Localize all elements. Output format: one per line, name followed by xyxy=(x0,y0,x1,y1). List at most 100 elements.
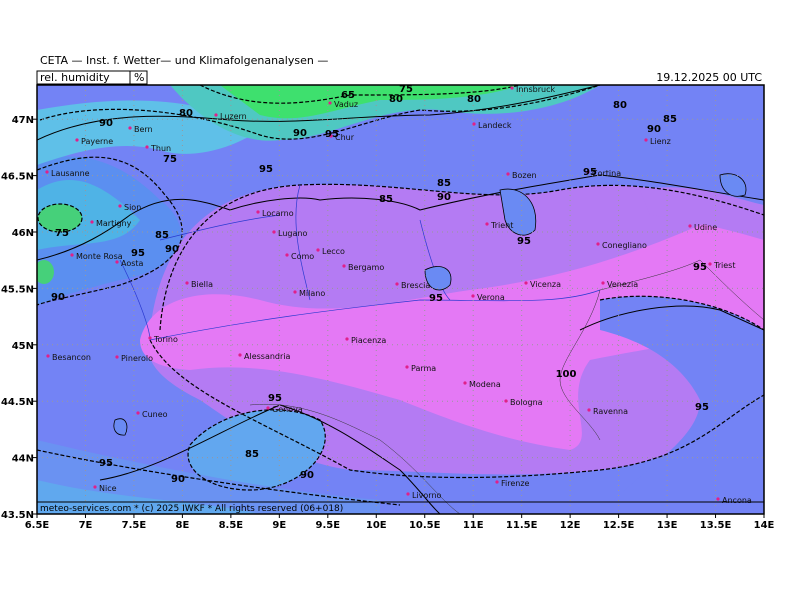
city-label: Monte Rosa xyxy=(76,252,123,261)
city-dot xyxy=(214,113,218,117)
contour-label: 95 xyxy=(695,402,709,413)
city-label: Lecco xyxy=(322,247,345,256)
city-label: Biella xyxy=(191,280,213,289)
city-label: Milano xyxy=(299,289,325,298)
city-dot xyxy=(716,497,720,501)
city-label: Bergamo xyxy=(348,263,384,272)
city-label: Alessandria xyxy=(244,352,291,361)
city-dot xyxy=(46,354,50,358)
field-box xyxy=(36,70,148,85)
city-dot xyxy=(328,101,332,105)
city-label: Torino xyxy=(153,335,178,344)
y-tick-label: 45N xyxy=(12,341,34,352)
city-label: Thun xyxy=(150,144,171,153)
y-tick-label: 45.5N xyxy=(1,284,34,295)
x-tick-label: 14E xyxy=(754,520,775,531)
unit-label: % xyxy=(134,71,144,84)
x-tick-label: 13E xyxy=(657,520,678,531)
city-dot xyxy=(136,411,140,415)
city-label: Firenze xyxy=(501,479,530,488)
city-dot xyxy=(256,210,260,214)
contour-label: 85 xyxy=(155,230,169,241)
city-label: Landeck xyxy=(478,121,512,130)
x-tick-label: 11.5E xyxy=(506,520,538,531)
contour-label: 95 xyxy=(517,236,531,247)
x-tick-label: 9E xyxy=(272,520,286,531)
contour-label: 75 xyxy=(55,228,69,239)
city-dot xyxy=(185,281,189,285)
city-dot xyxy=(238,353,242,357)
x-tick-label: 10E xyxy=(366,520,387,531)
city-dot xyxy=(688,224,692,228)
city-dot xyxy=(45,170,49,174)
city-label: Parma xyxy=(411,364,436,373)
city-dot xyxy=(463,381,467,385)
city-label: Triest xyxy=(713,261,735,270)
city-label: Pinerolo xyxy=(121,354,153,363)
city-dot xyxy=(495,480,499,484)
city-label: Bologna xyxy=(510,398,543,407)
city-label: Bern xyxy=(134,125,153,134)
y-tick-label: 47N xyxy=(12,115,34,126)
x-tick-label: 10.5E xyxy=(409,520,441,531)
y-tick-label: 44N xyxy=(12,454,34,465)
city-label: Lausanne xyxy=(51,169,90,178)
city-dot xyxy=(293,290,297,294)
city-label: Brescia xyxy=(401,281,430,290)
contour-label: 100 xyxy=(556,369,577,380)
city-label: Cortina xyxy=(592,169,621,178)
contour-label: 85 xyxy=(379,194,393,205)
contour-label: 90 xyxy=(51,292,65,303)
city-label: Sion xyxy=(124,203,141,212)
city-dot xyxy=(596,242,600,246)
city-label: Ancona xyxy=(722,496,752,505)
city-label: Innsbruck xyxy=(516,85,556,94)
city-dot xyxy=(285,253,289,257)
city-label: Lienz xyxy=(650,137,671,146)
city-dot xyxy=(601,281,605,285)
contour-label: 90 xyxy=(300,470,314,481)
contour-label: 90 xyxy=(293,128,307,139)
contour-label: 90 xyxy=(171,474,185,485)
x-tick-label: 11E xyxy=(463,520,484,531)
city-dot xyxy=(471,294,475,298)
x-tick-label: 7.5E xyxy=(122,520,147,531)
contour-label: 95 xyxy=(268,393,282,404)
city-dot xyxy=(128,126,132,130)
x-tick-label: 12.5E xyxy=(603,520,635,531)
contour-label: 80 xyxy=(613,100,627,111)
city-label: Aosta xyxy=(121,259,144,268)
city-dot xyxy=(90,220,94,224)
city-dot xyxy=(506,172,510,176)
contour-label: 85 xyxy=(437,178,451,189)
city-dot xyxy=(316,248,320,252)
city-label: Conegliano xyxy=(602,241,647,250)
city-dot xyxy=(510,86,514,90)
contour-label: 80 xyxy=(467,94,481,105)
contour-label: 75 xyxy=(399,84,413,95)
city-label: Piacenza xyxy=(351,336,386,345)
contour-label: 95 xyxy=(693,262,707,273)
contour-label: 90 xyxy=(99,118,113,129)
contour-label: 95 xyxy=(429,293,443,304)
city-dot xyxy=(145,145,149,149)
field-label: rel. humidity xyxy=(40,71,110,84)
city-dot xyxy=(115,355,119,359)
header-title: CETA — Inst. f. Wetter— und Klimafolgena… xyxy=(40,54,328,67)
frame xyxy=(36,84,765,515)
contour-label: 95 xyxy=(325,129,339,140)
contour-label: 90 xyxy=(437,192,451,203)
city-dot xyxy=(329,134,333,138)
x-tick-label: 12E xyxy=(560,520,581,531)
city-label: Payerne xyxy=(81,137,113,146)
city-dot xyxy=(70,253,74,257)
footer: meteo-services.com * (c) 2025 IWKF * All… xyxy=(40,504,343,514)
labels: 6.5E 7E 7.5E 8E 8.5E 9E 9.5E 10E 10.5E 11E 11.5E 12… xyxy=(1,84,775,531)
contour-label: 65 xyxy=(341,90,355,101)
city-dot xyxy=(524,281,528,285)
contour-label: 95 xyxy=(99,458,113,469)
contour-label: 85 xyxy=(245,449,259,460)
city-dot xyxy=(586,170,590,174)
